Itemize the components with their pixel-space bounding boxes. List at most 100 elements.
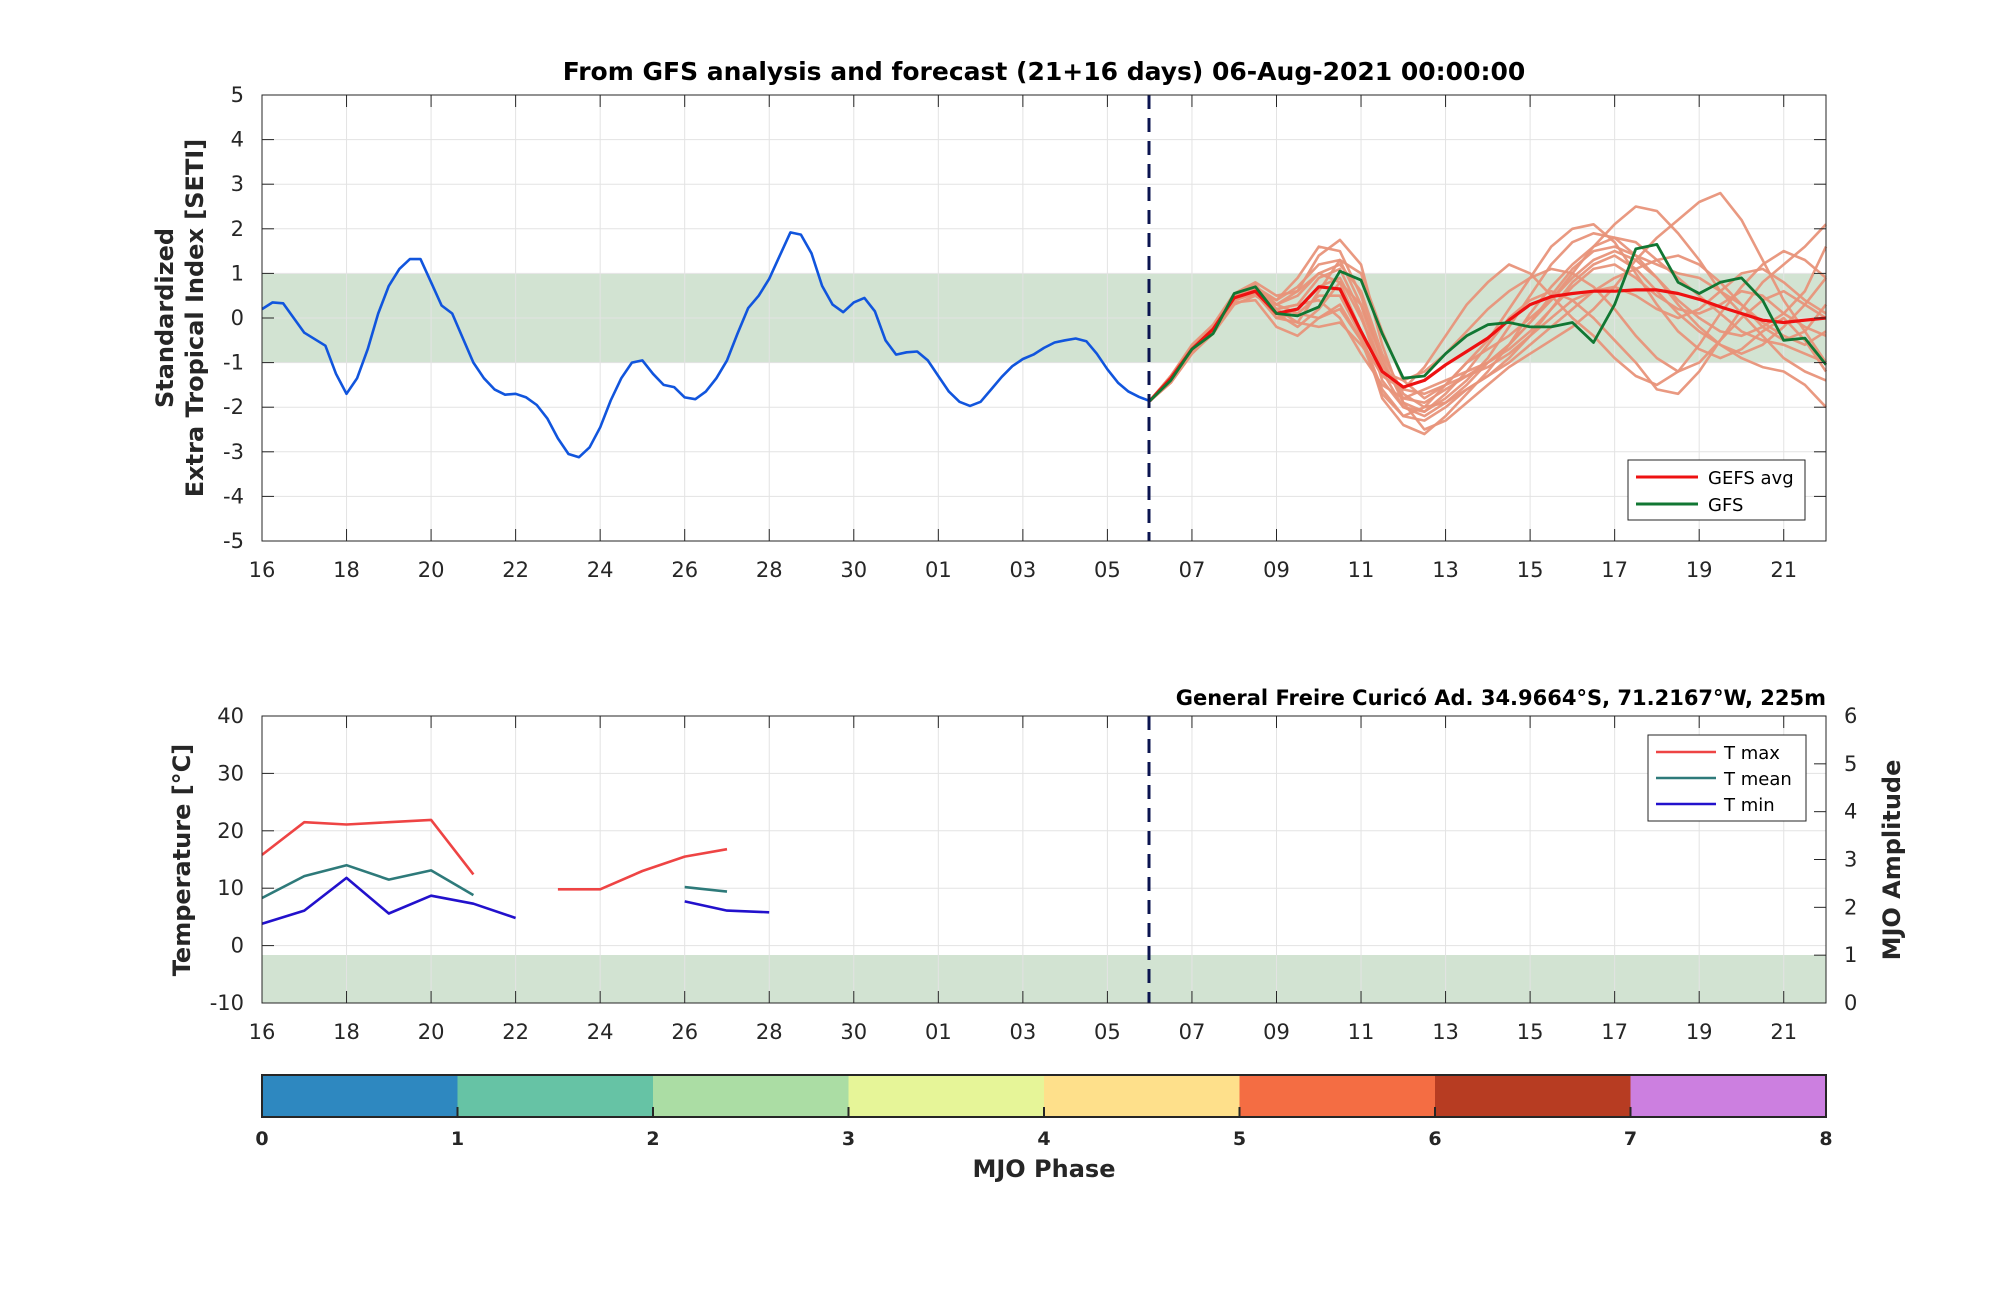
mjo-colorbar-tick-label: 6 <box>1428 1128 1441 1150</box>
seti-ytick-label: -1 <box>223 351 244 375</box>
mjo-phase-cell <box>1239 1075 1436 1117</box>
tmean-line <box>684 885 728 893</box>
seti-xtick-label: 07 <box>1179 558 1206 582</box>
mjo-colorbar-tick-label: 4 <box>1037 1128 1050 1150</box>
temperature-xtick-label: 22 <box>502 1020 529 1044</box>
mjo-colorbar: 0 1 2 3 4 5 6 7 8 MJO Phase <box>255 1074 1833 1183</box>
seti-xtick-label: 19 <box>1686 558 1713 582</box>
ensemble-member-line <box>1148 223 1827 413</box>
temperature-ytick-label: -10 <box>210 991 244 1015</box>
mjo-amplitude-ylabel: MJO Amplitude <box>1878 760 1906 961</box>
temperature-xtick-label: 17 <box>1601 1020 1628 1044</box>
temperature-xtick-label: 20 <box>418 1020 445 1044</box>
mjo-colorbar-tick-label: 2 <box>646 1128 659 1150</box>
seti-xtick-label: 05 <box>1094 558 1121 582</box>
temperature-legend-box <box>1647 734 1807 822</box>
mjo-amplitude-ytick-label: 6 <box>1844 704 1857 728</box>
mjo-phase-cell <box>457 1075 654 1117</box>
tmin-line <box>684 900 770 914</box>
temperature-ytick-label: 30 <box>217 761 244 785</box>
temperature-ytick-label: 40 <box>217 704 244 728</box>
seti-ylabel-line1: Standardized <box>151 228 179 408</box>
temperature-xtick-label: 26 <box>671 1020 698 1044</box>
mjo-phase-cell <box>262 1075 458 1117</box>
legend-gefs-avg-label: GEFS avg <box>1708 468 1794 489</box>
seti-legend-box <box>1627 459 1806 521</box>
seti-xtick-label: 17 <box>1601 558 1628 582</box>
temperature-xtick-label: 01 <box>925 1020 952 1044</box>
seti-xtick-label: 20 <box>418 558 445 582</box>
temperature-xtick-label: 13 <box>1432 1020 1459 1044</box>
temperature-xtick-label: 28 <box>756 1020 783 1044</box>
seti-ytick-label: -4 <box>223 484 244 508</box>
mjo-amplitude-ytick-label: 5 <box>1844 752 1857 776</box>
mjo-colorbar-tick-label: 3 <box>842 1128 855 1150</box>
temperature-xtick-label: 11 <box>1348 1020 1375 1044</box>
seti-panel: 16 18 20 22 24 26 28 30 01 03 05 07 09 11 13 15 17 19 2154… <box>151 57 1828 582</box>
temperature-ytick-label: 0 <box>231 934 244 958</box>
temperature-xtick-label: 30 <box>840 1020 867 1044</box>
temperature-legend: T max T mean T min <box>1647 734 1807 822</box>
seti-xtick-label: 03 <box>1009 558 1036 582</box>
temperature-panel: 16 18 20 22 24 26 28 30 01 03 05 07 09 11 13 15 17 19 2140… <box>168 686 1906 1044</box>
temperature-xtick-label: 21 <box>1770 1020 1797 1044</box>
seti-ytick-label: 3 <box>231 172 244 196</box>
temperature-series <box>261 818 770 926</box>
seti-grid <box>261 94 1826 542</box>
legend-gfs-label: GFS <box>1708 495 1743 516</box>
tmax-line <box>261 818 475 876</box>
seti-ylabel-line2: Extra Tropical Index [SETI] <box>181 139 209 497</box>
tmax-line <box>557 847 728 891</box>
seti-ytick-label: 1 <box>231 261 244 285</box>
mjo-amplitude-ytick-label: 2 <box>1844 895 1857 919</box>
seti-xtick-label: 21 <box>1770 558 1797 582</box>
seti-analysis-line <box>261 231 1151 459</box>
mjo-phase-cell <box>1044 1075 1240 1117</box>
mjo-amplitude-ytick-label: 1 <box>1844 943 1857 967</box>
seti-xtick-label: 22 <box>502 558 529 582</box>
seti-xtick-label: 16 <box>249 558 276 582</box>
mjo-colorbar-tick-label: 7 <box>1624 1128 1637 1150</box>
seti-ticks: 16 18 20 22 24 26 28 30 01 03 05 07 09 11 13 15 17 19 2154… <box>223 83 1826 582</box>
seti-ytick-label: -2 <box>223 395 244 419</box>
seti-ytick-label: 0 <box>231 306 244 330</box>
gfs-line <box>1148 243 1828 403</box>
seti-ytick-label: -3 <box>223 440 244 464</box>
seti-xtick-label: 13 <box>1432 558 1459 582</box>
seti-title: From GFS analysis and forecast (21+16 da… <box>563 57 1526 86</box>
legend-tmin-label: T min <box>1723 795 1775 816</box>
seti-ytick-label: -5 <box>223 529 244 553</box>
mjo-phase-cell <box>848 1075 1045 1117</box>
temperature-xtick-label: 07 <box>1179 1020 1206 1044</box>
temperature-xtick-label: 05 <box>1094 1020 1121 1044</box>
mjo-amplitude-ytick-label: 4 <box>1844 800 1857 824</box>
temperature-ytick-label: 20 <box>217 819 244 843</box>
mjo-colorbar-tick-label: 5 <box>1233 1128 1246 1150</box>
gefs-avg-line <box>1148 285 1827 403</box>
temperature-xtick-label: 24 <box>587 1020 614 1044</box>
mjo-phase-label: MJO Phase <box>972 1155 1115 1183</box>
tmin-line <box>261 876 517 926</box>
mjo-colorbar-tick-label: 8 <box>1819 1128 1832 1150</box>
legend-tmax-label: T max <box>1723 743 1780 764</box>
temperature-xtick-label: 03 <box>1009 1020 1036 1044</box>
seti-series <box>261 231 1828 459</box>
temperature-ylabel: Temperature [°C] <box>168 744 196 977</box>
ensemble-member-line <box>1148 249 1827 402</box>
temperature-xtick-label: 09 <box>1263 1020 1290 1044</box>
temperature-xtick-label: 15 <box>1517 1020 1544 1044</box>
seti-xtick-label: 15 <box>1517 558 1544 582</box>
temperature-xtick-label: 19 <box>1686 1020 1713 1044</box>
seti-ytick-label: 5 <box>231 83 244 107</box>
mjo-colorbar-tick-label: 1 <box>451 1128 464 1150</box>
legend-tmean-label: T mean <box>1723 769 1792 790</box>
seti-xtick-label: 01 <box>925 558 952 582</box>
mjo-band <box>262 955 1826 1003</box>
seti-xtick-label: 28 <box>756 558 783 582</box>
seti-ytick-label: 2 <box>231 217 244 241</box>
temperature-ytick-label: 10 <box>217 876 244 900</box>
mjo-colorbar-ticks: 0 1 2 3 4 5 6 7 8 <box>255 1107 1833 1150</box>
seti-xtick-label: 26 <box>671 558 698 582</box>
mjo-phase-cell <box>1630 1075 1827 1117</box>
